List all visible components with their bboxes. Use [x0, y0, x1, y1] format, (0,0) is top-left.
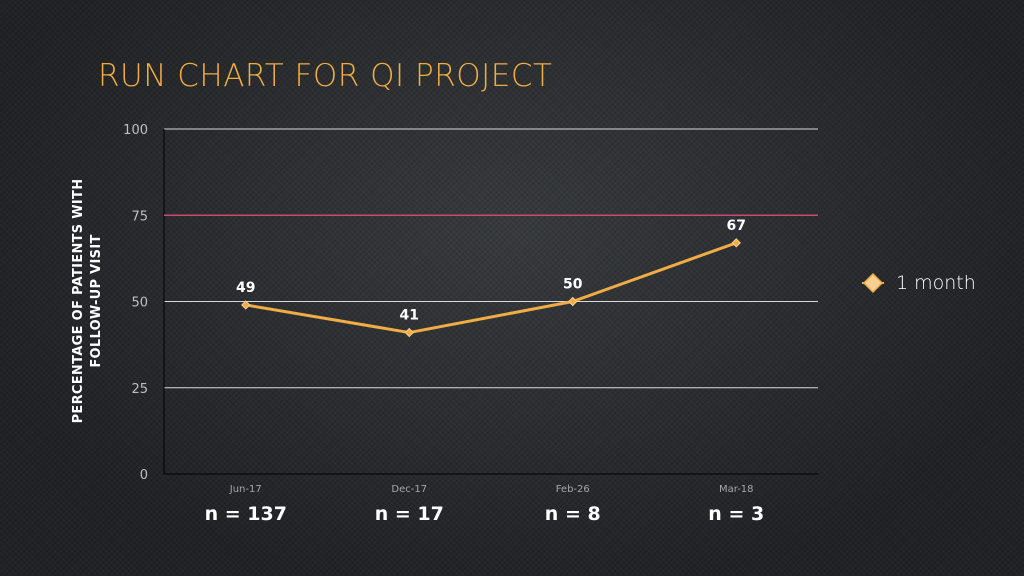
- x-tick-label-Jun-17: Jun-17: [229, 484, 262, 495]
- y-tick-label-75: 75: [131, 209, 148, 224]
- y-tick-label-25: 25: [131, 382, 148, 397]
- chart-legend: 1 month: [862, 272, 976, 294]
- y-tick-label-0: 0: [140, 468, 148, 483]
- x-tick-label-Mar-18: Mar-18: [719, 484, 754, 495]
- x-tick-label-Dec-17: Dec-17: [391, 484, 427, 495]
- data-label-Feb-26: 50: [563, 277, 583, 293]
- sample-size-label-1: n = 137: [205, 503, 287, 525]
- data-point-Mar-18: [731, 238, 741, 248]
- data-label-Mar-18: 67: [727, 218, 746, 234]
- sample-size-label-4: n = 3: [708, 503, 764, 525]
- legend-diamond-marker-icon: [862, 272, 884, 294]
- data-label-Dec-17: 41: [400, 308, 419, 324]
- y-tick-label-100: 100: [123, 123, 148, 138]
- data-point-Jun-17: [241, 300, 251, 310]
- sample-size-label-2: n = 17: [375, 503, 444, 525]
- y-tick-label-50: 50: [131, 296, 148, 311]
- data-label-Jun-17: 49: [236, 280, 255, 296]
- data-point-Dec-17: [404, 327, 414, 338]
- sample-size-label-3: n = 8: [545, 503, 601, 525]
- data-point-Feb-26: [568, 296, 578, 307]
- series-line-1: [244, 241, 738, 335]
- x-tick-label-Feb-26: Feb-26: [556, 484, 590, 495]
- legend-series-label: 1 month: [896, 272, 976, 294]
- slide-title: RUN CHART FOR QI PROJECT: [98, 58, 553, 94]
